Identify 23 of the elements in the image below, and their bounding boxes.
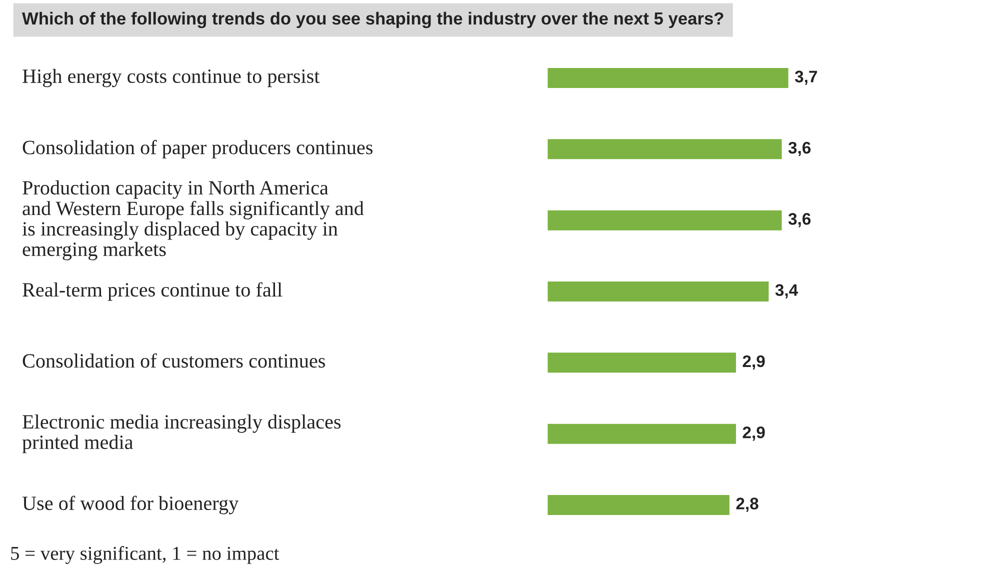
y-tick-label: Use of wood for bioenergy xyxy=(22,496,239,514)
y-tick-label: High energy costs continue to persist xyxy=(22,68,320,88)
bar xyxy=(547,138,784,161)
bar xyxy=(547,351,738,374)
data-label: 3,6 xyxy=(788,213,811,228)
data-label: 3,7 xyxy=(794,70,817,85)
data-label: 2,9 xyxy=(742,426,765,441)
bar xyxy=(547,494,731,516)
y-tick-label: Real-term prices continue to fall xyxy=(22,282,282,301)
y-tick-label: Consolidation of customers continues xyxy=(22,353,325,368)
bar xyxy=(547,66,790,90)
bar xyxy=(547,208,784,232)
y-tick-label: Production capacity in North America and Western Europe falls significantly and is increasingly displaced by capacity in emerging markets xyxy=(22,180,364,260)
y-tick-label: Consolidation of paper producers continues xyxy=(22,140,372,158)
data-label: 2,8 xyxy=(736,498,758,512)
bar xyxy=(547,422,738,446)
text: Which of the following trends do you see shaping the industry over the next 5 years? xyxy=(22,12,724,28)
bar xyxy=(547,280,770,303)
text: 5 = very significant, 1 = no impact xyxy=(11,546,280,564)
data-label: 2,9 xyxy=(742,355,765,370)
data-label: 3,4 xyxy=(775,284,798,298)
y-tick-label: Electronic media increasingly displaces printed media xyxy=(22,414,341,454)
data-label: 3,6 xyxy=(788,142,811,156)
